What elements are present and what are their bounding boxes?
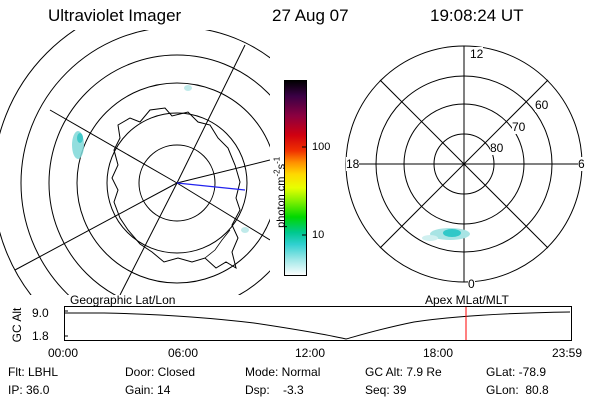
info-gc-alt: GC Alt: 7.9 Re	[365, 365, 442, 379]
instrument-title: Ultraviolet Imager	[48, 6, 182, 25]
geographic-map	[0, 30, 270, 295]
info-glat: GLat: -78.9	[486, 365, 547, 379]
timeline-xtick-2359: 23:59	[552, 346, 583, 360]
date-label: 27 Aug 07	[272, 6, 349, 25]
info-dsp: Dsp: -3.3	[245, 383, 304, 397]
timeline-axis-label: GC Alt	[10, 307, 24, 343]
mlt-label-6: 6	[578, 157, 585, 171]
mlat-label-80: 80	[490, 141, 504, 155]
mlt-label-0: 0	[468, 277, 475, 291]
timeline-xtick-1800: 18:00	[423, 346, 454, 360]
geographic-caption: Geographic Lat/Lon	[70, 293, 176, 307]
mlat-label-70: 70	[512, 120, 526, 134]
apex-caption: Apex MLat/MLT	[425, 293, 509, 307]
timeline-xtick-0000: 00:00	[48, 346, 79, 360]
info-filter: Flt: LBHL	[8, 365, 59, 379]
timeline-xtick-1200: 12:00	[295, 346, 326, 360]
info-mode: Mode: Normal	[245, 365, 321, 379]
info-door: Door: Closed	[125, 365, 196, 379]
info-seq: Seq: 39	[365, 383, 407, 397]
timeline-ytick-1_8: 1.8	[32, 329, 49, 343]
timeline-ytick-9: 9.0	[32, 306, 49, 320]
info-ip: IP: 36.0	[8, 383, 50, 397]
mlt-label-12: 12	[470, 47, 484, 61]
info-glon: GLon: 80.8	[486, 383, 549, 397]
info-gain: Gain: 14	[125, 383, 171, 397]
time-label: 19:08:24 UT	[430, 6, 524, 25]
mlt-map	[345, 45, 583, 283]
colorbar-unit-label: photon cm-2s-1	[272, 156, 288, 228]
colorbar-tick-100: 100	[312, 141, 331, 153]
timeline-xtick-0600: 06:00	[168, 346, 199, 360]
colorbar-tick-10: 10	[312, 229, 325, 241]
colorbar	[284, 80, 307, 276]
altitude-timeline	[64, 306, 572, 341]
mlat-label-60: 60	[535, 98, 549, 112]
mlt-label-18: 18	[346, 157, 360, 171]
